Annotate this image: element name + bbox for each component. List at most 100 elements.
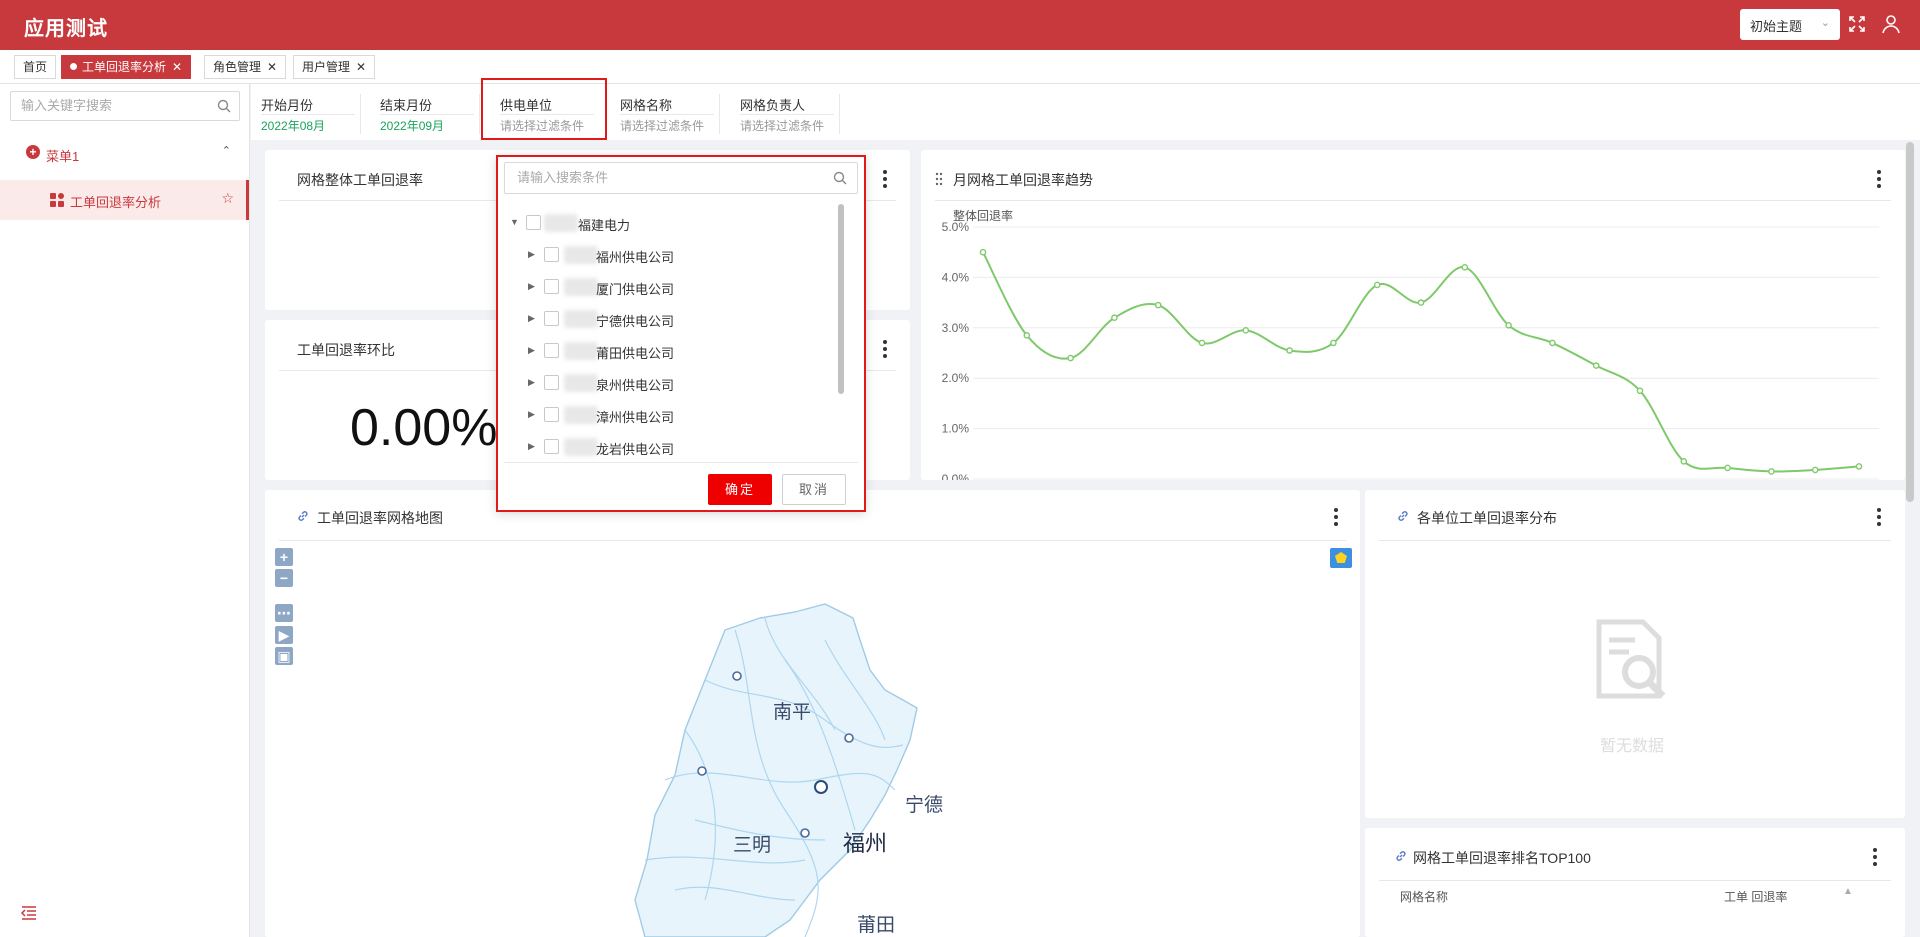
- filter-value: 2022年09月: [380, 119, 445, 133]
- sidebar-search-input[interactable]: 输入关键字搜索: [10, 91, 240, 121]
- data-point: [1067, 354, 1074, 362]
- collapse-menu-icon[interactable]: [20, 905, 38, 921]
- theme-select[interactable]: 初始主题 ⌄: [1740, 9, 1840, 40]
- caret-right-icon[interactable]: ▶: [528, 441, 535, 451]
- chat-icon[interactable]: ⋯: [275, 604, 293, 622]
- user-icon[interactable]: [1880, 13, 1902, 35]
- star-icon[interactable]: ☆: [221, 190, 234, 206]
- y-tick-label: 3.0%: [942, 321, 970, 335]
- card-title: 各单位工单回退率分布: [1417, 510, 1557, 526]
- caret-down-icon[interactable]: ▼: [510, 217, 519, 227]
- card-map: 工单回退率网格地图 + − ⋯ ▶ ▣ 南平 宁德 三明 福州 莆田: [265, 490, 1360, 937]
- column-header-grid-name[interactable]: 网格名称: [1400, 890, 1449, 904]
- data-point: [1811, 466, 1819, 474]
- cancel-button[interactable]: 取消: [782, 474, 846, 505]
- filter-start-month[interactable]: 开始月份 2022年08月: [251, 90, 361, 136]
- more-icon[interactable]: [1334, 508, 1338, 526]
- data-point: [1724, 464, 1731, 472]
- close-icon[interactable]: ✕: [356, 60, 367, 74]
- column-header-rate[interactable]: 工单 回退率: [1724, 890, 1788, 904]
- plus-circle-icon: +: [26, 145, 40, 159]
- tree-node-label: 福州供电公司: [596, 250, 675, 265]
- drag-handle-icon[interactable]: [935, 172, 943, 186]
- zoom-in-button[interactable]: +: [275, 548, 293, 566]
- filter-power-unit[interactable]: 供电单位 请选择过滤条件: [490, 90, 600, 136]
- layer-toggle-button[interactable]: [1330, 548, 1352, 568]
- more-icon[interactable]: [1877, 508, 1881, 526]
- data-point: [1242, 327, 1250, 334]
- tab-label: 工单回退率分析: [82, 60, 167, 74]
- caret-right-icon[interactable]: ▶: [528, 409, 535, 419]
- search-icon[interactable]: [833, 171, 847, 185]
- tree-node-label: 厦门供电公司: [596, 282, 675, 297]
- page-scrollbar[interactable]: [1906, 142, 1914, 502]
- caret-right-icon[interactable]: ▶: [528, 313, 535, 323]
- dropdown-scrollbar[interactable]: [838, 204, 844, 394]
- confirm-button[interactable]: 确定: [708, 474, 772, 505]
- tab-bar: 首页 工单回退率分析 ✕ 角色管理 ✕ 用户管理 ✕: [0, 50, 1920, 84]
- data-point: [1373, 281, 1381, 289]
- card-trend: 月网格工单回退率趋势 整体回退率 0.0% 1.0% 2.0% 3.0% 4.0% 5.0%: [921, 150, 1905, 480]
- filter-grid-name[interactable]: 网格名称 请选择过滤条件: [610, 90, 720, 136]
- theme-select-label: 初始主题: [1750, 19, 1803, 34]
- tab-role-management[interactable]: 角色管理 ✕: [204, 55, 287, 79]
- sidebar-item-rollback-analysis[interactable]: 工单回退率分析 ☆: [0, 180, 249, 220]
- checkbox[interactable]: [544, 375, 559, 390]
- more-icon[interactable]: [1877, 170, 1881, 188]
- filter-value: 请选择过滤条件: [740, 119, 825, 133]
- close-icon[interactable]: ✕: [172, 60, 183, 74]
- sidebar-menu-1[interactable]: + 菜单1 ⌃: [0, 136, 249, 172]
- tree-node[interactable]: ▶ 福州供电公司: [528, 244, 818, 266]
- tree-node[interactable]: ▶ 漳州供电公司: [528, 404, 818, 426]
- checkbox[interactable]: [544, 407, 559, 422]
- tree-node[interactable]: ▶ 厦门供电公司: [528, 276, 818, 298]
- more-icon[interactable]: [883, 340, 887, 358]
- tab-home[interactable]: 首页: [14, 55, 57, 79]
- search-icon[interactable]: [217, 99, 231, 113]
- play-icon[interactable]: ▶: [275, 626, 293, 644]
- caret-right-icon[interactable]: ▶: [528, 249, 535, 259]
- tab-user-management[interactable]: 用户管理 ✕: [293, 55, 376, 79]
- card-top100: 网格工单回退率排名TOP100 网格名称 工单 回退率 ▲: [1365, 828, 1905, 937]
- no-data-icon: [1596, 619, 1666, 699]
- fujian-map[interactable]: [585, 600, 1145, 937]
- checkbox[interactable]: [544, 247, 559, 262]
- more-icon[interactable]: [1873, 848, 1877, 866]
- tree-node[interactable]: ▶ 宁德供电公司: [528, 308, 818, 330]
- filter-grid-owner[interactable]: 网格负责人 请选择过滤条件: [730, 90, 840, 136]
- dropdown-search-input[interactable]: 请输入搜索条件: [504, 162, 858, 194]
- checkbox[interactable]: [544, 279, 559, 294]
- tab-label: 首页: [23, 60, 48, 74]
- data-point: [1680, 458, 1688, 465]
- fullscreen-icon[interactable]: [1846, 13, 1868, 35]
- tree-node[interactable]: ▶ 泉州供电公司: [528, 372, 818, 394]
- caret-right-icon[interactable]: ▶: [528, 345, 535, 355]
- filter-value: 请选择过滤条件: [500, 119, 585, 133]
- sidebar-search-placeholder: 输入关键字搜索: [21, 98, 113, 113]
- tree-node-label: 龙岩供电公司: [596, 442, 675, 457]
- filter-label: 开始月份: [261, 98, 314, 113]
- tab-rollback-analysis[interactable]: 工单回退率分析 ✕: [61, 55, 192, 79]
- checkbox[interactable]: [544, 439, 559, 454]
- filter-bar: 开始月份 2022年08月 结束月份 2022年09月 供电单位 请选择过滤条件…: [251, 84, 1920, 140]
- caret-right-icon[interactable]: ▶: [528, 377, 535, 387]
- tree-node-root[interactable]: ▼ 福建电力: [510, 212, 810, 234]
- checkbox[interactable]: [544, 311, 559, 326]
- checkbox[interactable]: [544, 343, 559, 358]
- filter-end-month[interactable]: 结束月份 2022年09月: [370, 90, 480, 136]
- checkbox[interactable]: [526, 215, 541, 230]
- tree-node-label: 莆田供电公司: [596, 346, 675, 361]
- more-icon[interactable]: [883, 170, 887, 188]
- filter-value: 2022年08月: [261, 119, 326, 133]
- zoom-out-button[interactable]: −: [275, 569, 293, 587]
- card-distribution: 各单位工单回退率分布: [1365, 490, 1905, 818]
- caret-right-icon[interactable]: ▶: [528, 281, 535, 291]
- sort-icon[interactable]: ▲: [1843, 886, 1853, 897]
- lock-icon[interactable]: ▣: [275, 647, 293, 665]
- dropdown-search-placeholder: 请输入搜索条件: [517, 170, 609, 185]
- pentagon-icon: [1335, 552, 1347, 563]
- tree-node[interactable]: ▶ 龙岩供电公司: [528, 436, 818, 458]
- close-icon[interactable]: ✕: [267, 60, 278, 74]
- power-unit-dropdown: 请输入搜索条件 ▼ 福建电力 ▶ 福州供电公司 ▶ 厦门供电公司 ▶ 宁德供电公…: [496, 155, 866, 512]
- tree-node[interactable]: ▶ 莆田供电公司: [528, 340, 818, 362]
